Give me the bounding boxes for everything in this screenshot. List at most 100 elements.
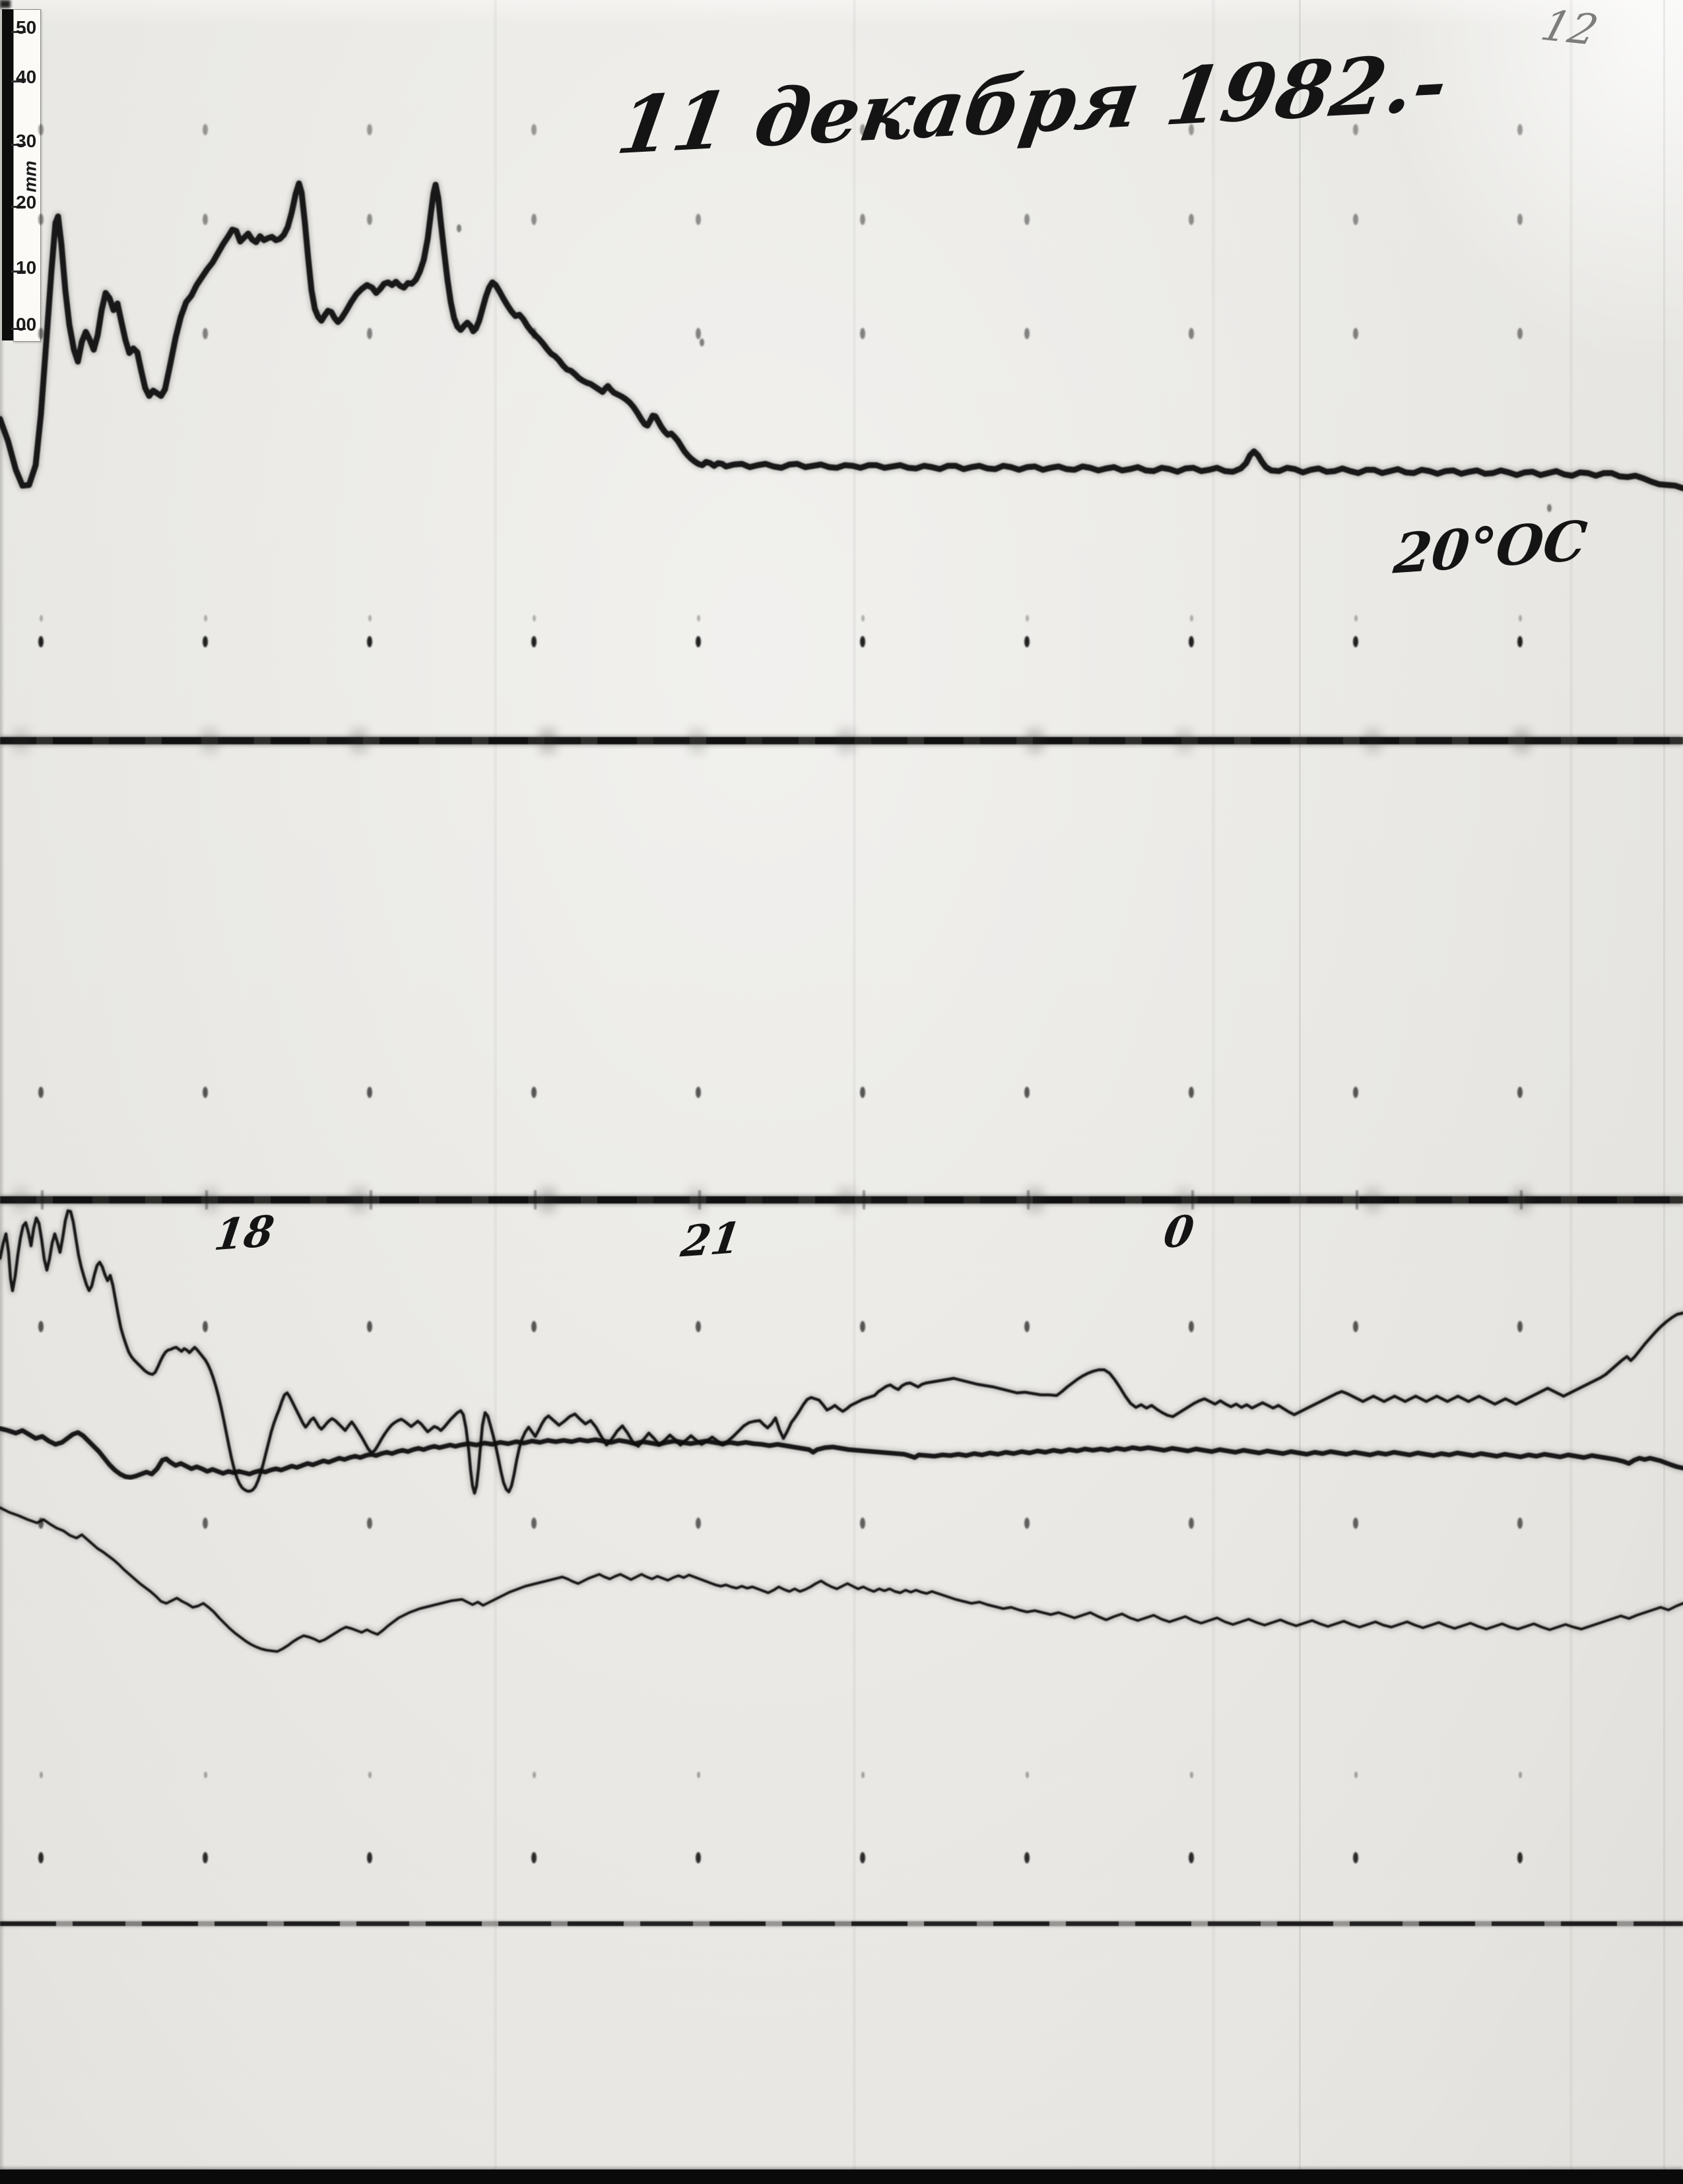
time-tick-dot [532, 1772, 536, 1778]
time-tick-dot [38, 1086, 44, 1098]
time-tick-dot [696, 327, 701, 339]
baseline-rule [0, 737, 1683, 744]
time-tick-dot [860, 635, 865, 647]
time-tick-dot [38, 1851, 44, 1863]
time-tick-dot [38, 327, 44, 339]
baseline-smudge [350, 728, 368, 754]
ruler-tick-mark [11, 271, 26, 273]
time-tick-dot [367, 327, 372, 339]
ruler-tick-mark [11, 328, 26, 330]
baseline-smudge [201, 1187, 218, 1213]
baseline-smudge [1364, 728, 1381, 754]
baseline-smudge [1175, 1187, 1193, 1213]
upper-temperature-trace [0, 178, 1683, 494]
time-tick-dot [1353, 123, 1358, 135]
time-tick-dot [1353, 213, 1358, 225]
time-tick-dot [1353, 1851, 1358, 1863]
baseline-time-tick [534, 1190, 537, 1209]
time-tick-dot [696, 1517, 701, 1529]
time-tick-dot [531, 123, 537, 135]
ink-speck [457, 224, 461, 232]
baseline-rule [0, 1196, 1683, 1204]
time-tick-dot [1189, 123, 1194, 135]
time-tick-dot [1353, 1517, 1358, 1529]
ink-speck [1547, 504, 1552, 512]
time-tick-dot [1025, 615, 1029, 622]
time-tick-dot [1517, 635, 1523, 647]
baseline-smudge [1513, 1187, 1531, 1213]
baseline-time-tick [1027, 1190, 1030, 1209]
lower-steady-trace-ink [0, 1426, 1683, 1480]
time-tick-dot [696, 635, 701, 647]
baseline-time-tick [41, 1190, 44, 1209]
time-tick-dot [1518, 1772, 1522, 1778]
time-tick-dot [1354, 615, 1358, 622]
time-tick-dot [531, 213, 537, 225]
time-tick-dot [1354, 1772, 1358, 1778]
ruler-tick-mark [11, 144, 26, 146]
time-tick-dot [860, 213, 865, 225]
ruler-label-20: 20 [16, 192, 37, 212]
time-tick-dot [860, 123, 865, 135]
time-tick-dot [696, 123, 701, 135]
time-tick-dot [1189, 635, 1194, 647]
lower-steady-trace [0, 1424, 1683, 1482]
ruler-scale-strip [13, 9, 41, 342]
scan-bottom-edge-band [0, 2169, 1683, 2184]
time-tick-dot [368, 615, 372, 622]
time-tick-dot [1025, 1772, 1029, 1778]
time-tick-dot [860, 1086, 865, 1098]
baseline-smudge [1364, 1187, 1381, 1213]
time-tick-dot [38, 1320, 44, 1332]
time-tick-dot [1517, 327, 1523, 339]
paper-corner-highlight [1379, 0, 1683, 369]
time-tick-dot [367, 1320, 372, 1332]
lower-thin-trace-halo [0, 1504, 1683, 1655]
time-tick-dot [368, 1772, 372, 1778]
time-tick-dot [696, 1851, 701, 1863]
time-tick-dot [1024, 1851, 1030, 1863]
time-tick-dot [1353, 327, 1358, 339]
ruler-tick-mark [11, 80, 26, 82]
time-tick-dot [1189, 1517, 1194, 1529]
baseline-smudge [838, 728, 855, 754]
time-tick-dot [203, 1086, 208, 1098]
time-tick-dot [1517, 1851, 1523, 1863]
ruler-label-30: 30 [16, 131, 37, 151]
ruler-label-50: 50 [16, 17, 37, 38]
baseline-smudge [201, 728, 218, 754]
baseline-smudge [838, 1187, 855, 1213]
time-tick-dot [367, 123, 372, 135]
time-tick-dot [1189, 213, 1194, 225]
time-tick-dot [1189, 1851, 1194, 1863]
time-tick-dot [531, 1851, 537, 1863]
baseline-smudge [539, 728, 556, 754]
baseline-time-tick [1191, 1190, 1194, 1209]
time-tick-dot [532, 615, 536, 622]
time-tick-dot [1189, 1320, 1194, 1332]
time-tick-dot [1189, 1772, 1193, 1778]
time-tick-dot [1024, 327, 1030, 339]
time-tick-dot [696, 1320, 701, 1332]
time-tick-dot [367, 1517, 372, 1529]
time-tick-dot [367, 1086, 372, 1098]
time-tick-dot [1024, 1320, 1030, 1332]
time-tick-dot [696, 213, 701, 225]
ruler-tick-mark [11, 206, 26, 208]
time-tick-dot [531, 1517, 537, 1529]
baseline-rule [0, 1921, 1683, 1926]
time-tick-dot [531, 1320, 537, 1332]
time-tick-dot [203, 213, 208, 225]
baseline-smudge [13, 1187, 30, 1213]
baseline-time-tick [698, 1190, 701, 1209]
time-tick-dot [860, 1517, 865, 1529]
time-tick-dot [1189, 615, 1193, 622]
baseline-smudge [13, 728, 30, 754]
time-tick-dot [1189, 1086, 1194, 1098]
upper-temperature-trace-halo [0, 178, 1683, 494]
time-tick-dot [1024, 213, 1030, 225]
time-tick-dot [203, 1851, 208, 1863]
time-tick-dot [696, 615, 700, 622]
lower-thin-trace [0, 1504, 1683, 1655]
